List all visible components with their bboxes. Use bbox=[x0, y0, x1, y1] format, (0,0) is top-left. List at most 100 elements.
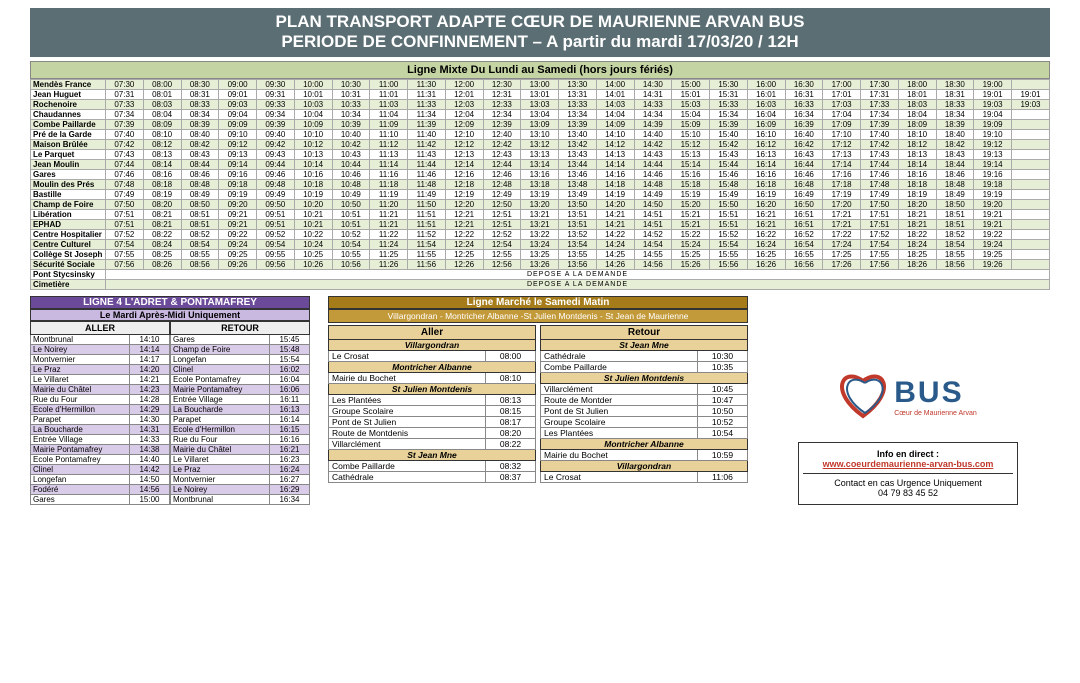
time-cell: 14:17 bbox=[130, 354, 170, 364]
time-cell: 12:19 bbox=[445, 189, 483, 199]
time-cell: 14:31 bbox=[634, 89, 672, 99]
time-cell: 15:01 bbox=[672, 89, 710, 99]
time-cell: 16:33 bbox=[785, 99, 823, 109]
time-cell: 09:55 bbox=[257, 249, 295, 259]
time-cell: 13:50 bbox=[559, 199, 597, 209]
list-item: Pont de St Julien10:50 bbox=[541, 405, 748, 416]
time-cell: 09:56 bbox=[257, 259, 295, 269]
list-item: Clinel14:42 bbox=[31, 464, 170, 474]
list-item: Pont de St Julien08:17 bbox=[329, 416, 536, 427]
time-cell: 15:43 bbox=[710, 149, 748, 159]
time-cell: 11:42 bbox=[408, 139, 446, 149]
time-cell: 13:18 bbox=[521, 179, 559, 189]
time-cell: 08:30 bbox=[181, 79, 219, 89]
time-cell: 17:42 bbox=[861, 139, 899, 149]
time-cell bbox=[1012, 199, 1050, 209]
stop-name: Ecole d'Hermillon bbox=[31, 404, 130, 414]
time-cell: 12:04 bbox=[445, 109, 483, 119]
time-cell: 08:25 bbox=[143, 249, 181, 259]
time-cell: 11:10 bbox=[370, 129, 408, 139]
table-row: Mendès France07:3008:0008:3009:0009:3010… bbox=[31, 79, 1050, 89]
stop-name: Montbrunal bbox=[31, 334, 130, 344]
time-cell: 16:44 bbox=[785, 159, 823, 169]
stop-name: Ecole d'Hermillon bbox=[171, 424, 270, 434]
time-cell: 14:21 bbox=[596, 209, 634, 219]
time-cell: 19:18 bbox=[974, 179, 1012, 189]
time-cell: 14:30 bbox=[634, 79, 672, 89]
time-cell: 17:30 bbox=[861, 79, 899, 89]
time-cell: 19:16 bbox=[974, 169, 1012, 179]
time-cell: 09:21 bbox=[219, 209, 257, 219]
time-cell: 16:06 bbox=[270, 384, 310, 394]
time-cell: 13:12 bbox=[521, 139, 559, 149]
time-cell: 16:14 bbox=[747, 159, 785, 169]
stop-name: Groupe Scolaire bbox=[541, 416, 698, 427]
time-cell: 19:09 bbox=[974, 119, 1012, 129]
ligne4-retour: RETOURGares15:45Champ de Foire15:48Longe… bbox=[170, 321, 310, 505]
time-cell: 16:34 bbox=[270, 494, 310, 504]
info-url[interactable]: www.coeurdemaurienne-arvan-bus.com bbox=[803, 459, 1013, 469]
time-cell: 14:50 bbox=[634, 199, 672, 209]
time-cell: 09:43 bbox=[257, 149, 295, 159]
time-cell: 17:16 bbox=[823, 169, 861, 179]
time-cell: 17:54 bbox=[861, 239, 899, 249]
time-cell bbox=[1012, 149, 1050, 159]
list-item: Villarclément08:22 bbox=[329, 438, 536, 449]
table-row: Sécurité Sociale07:5608:2608:5609:2609:5… bbox=[31, 259, 1050, 269]
time-cell: 12:10 bbox=[445, 129, 483, 139]
time-cell: 17:34 bbox=[861, 109, 899, 119]
time-cell: 14:22 bbox=[596, 229, 634, 239]
time-cell: 18:03 bbox=[898, 99, 936, 109]
time-cell: 15:55 bbox=[710, 249, 748, 259]
time-cell: 08:31 bbox=[181, 89, 219, 99]
time-cell: 09:18 bbox=[219, 179, 257, 189]
time-cell: 11:26 bbox=[370, 259, 408, 269]
time-cell: 11:34 bbox=[408, 109, 446, 119]
time-cell: 19:26 bbox=[974, 259, 1012, 269]
time-cell: 08:18 bbox=[143, 179, 181, 189]
time-cell: 12:50 bbox=[483, 199, 521, 209]
info-title: Info en direct : bbox=[803, 449, 1013, 459]
time-cell: 12:34 bbox=[483, 109, 521, 119]
zone-header: St Jean Mne bbox=[329, 449, 536, 460]
stop-name: Mairie du Châtel bbox=[31, 384, 130, 394]
time-cell: 14:49 bbox=[634, 189, 672, 199]
time-cell: 11:24 bbox=[370, 239, 408, 249]
time-cell: 09:50 bbox=[257, 199, 295, 209]
list-item: Mairie du Bochet10:59 bbox=[541, 449, 748, 460]
time-cell: 11:40 bbox=[408, 129, 446, 139]
time-cell: 11:50 bbox=[408, 199, 446, 209]
time-cell: 09:33 bbox=[257, 99, 295, 109]
stop-name: Champ de Foire bbox=[31, 199, 106, 209]
time-cell: 18:21 bbox=[898, 219, 936, 229]
time-cell: 17:21 bbox=[823, 209, 861, 219]
time-cell: 11:06 bbox=[698, 471, 748, 482]
list-item: Montricher Albanne bbox=[329, 361, 536, 372]
time-cell: 14:31 bbox=[130, 424, 170, 434]
time-cell: 17:13 bbox=[823, 149, 861, 159]
time-cell: 11:22 bbox=[370, 229, 408, 239]
time-cell: 16:16 bbox=[270, 434, 310, 444]
list-item: Mairie Pontamafrey14:38 bbox=[31, 444, 170, 454]
time-cell: 08:00 bbox=[486, 350, 536, 361]
time-cell: 10:18 bbox=[294, 179, 332, 189]
stop-name: Maison Brûlée bbox=[31, 139, 106, 149]
time-cell: 13:20 bbox=[521, 199, 559, 209]
time-cell: 16:40 bbox=[785, 129, 823, 139]
time-cell: 19:14 bbox=[974, 159, 1012, 169]
time-cell: 14:33 bbox=[634, 99, 672, 109]
time-cell: 10:21 bbox=[294, 209, 332, 219]
time-cell: 10:21 bbox=[294, 219, 332, 229]
stop-name: Parapet bbox=[171, 414, 270, 424]
time-cell: 18:20 bbox=[898, 199, 936, 209]
time-cell: 10:01 bbox=[294, 89, 332, 99]
list-item: Mairie du Châtel16:21 bbox=[171, 444, 310, 454]
time-cell: 08:33 bbox=[181, 99, 219, 109]
time-cell: 16:54 bbox=[785, 239, 823, 249]
stop-name: Entrée Village bbox=[171, 394, 270, 404]
ligne4-block: LIGNE 4 L'ADRET & PONTAMAFREY Le Mardi A… bbox=[30, 296, 310, 505]
time-cell: 15:51 bbox=[710, 219, 748, 229]
time-cell: 08:43 bbox=[181, 149, 219, 159]
time-cell: 08:37 bbox=[486, 471, 536, 482]
time-cell: 15:20 bbox=[672, 199, 710, 209]
